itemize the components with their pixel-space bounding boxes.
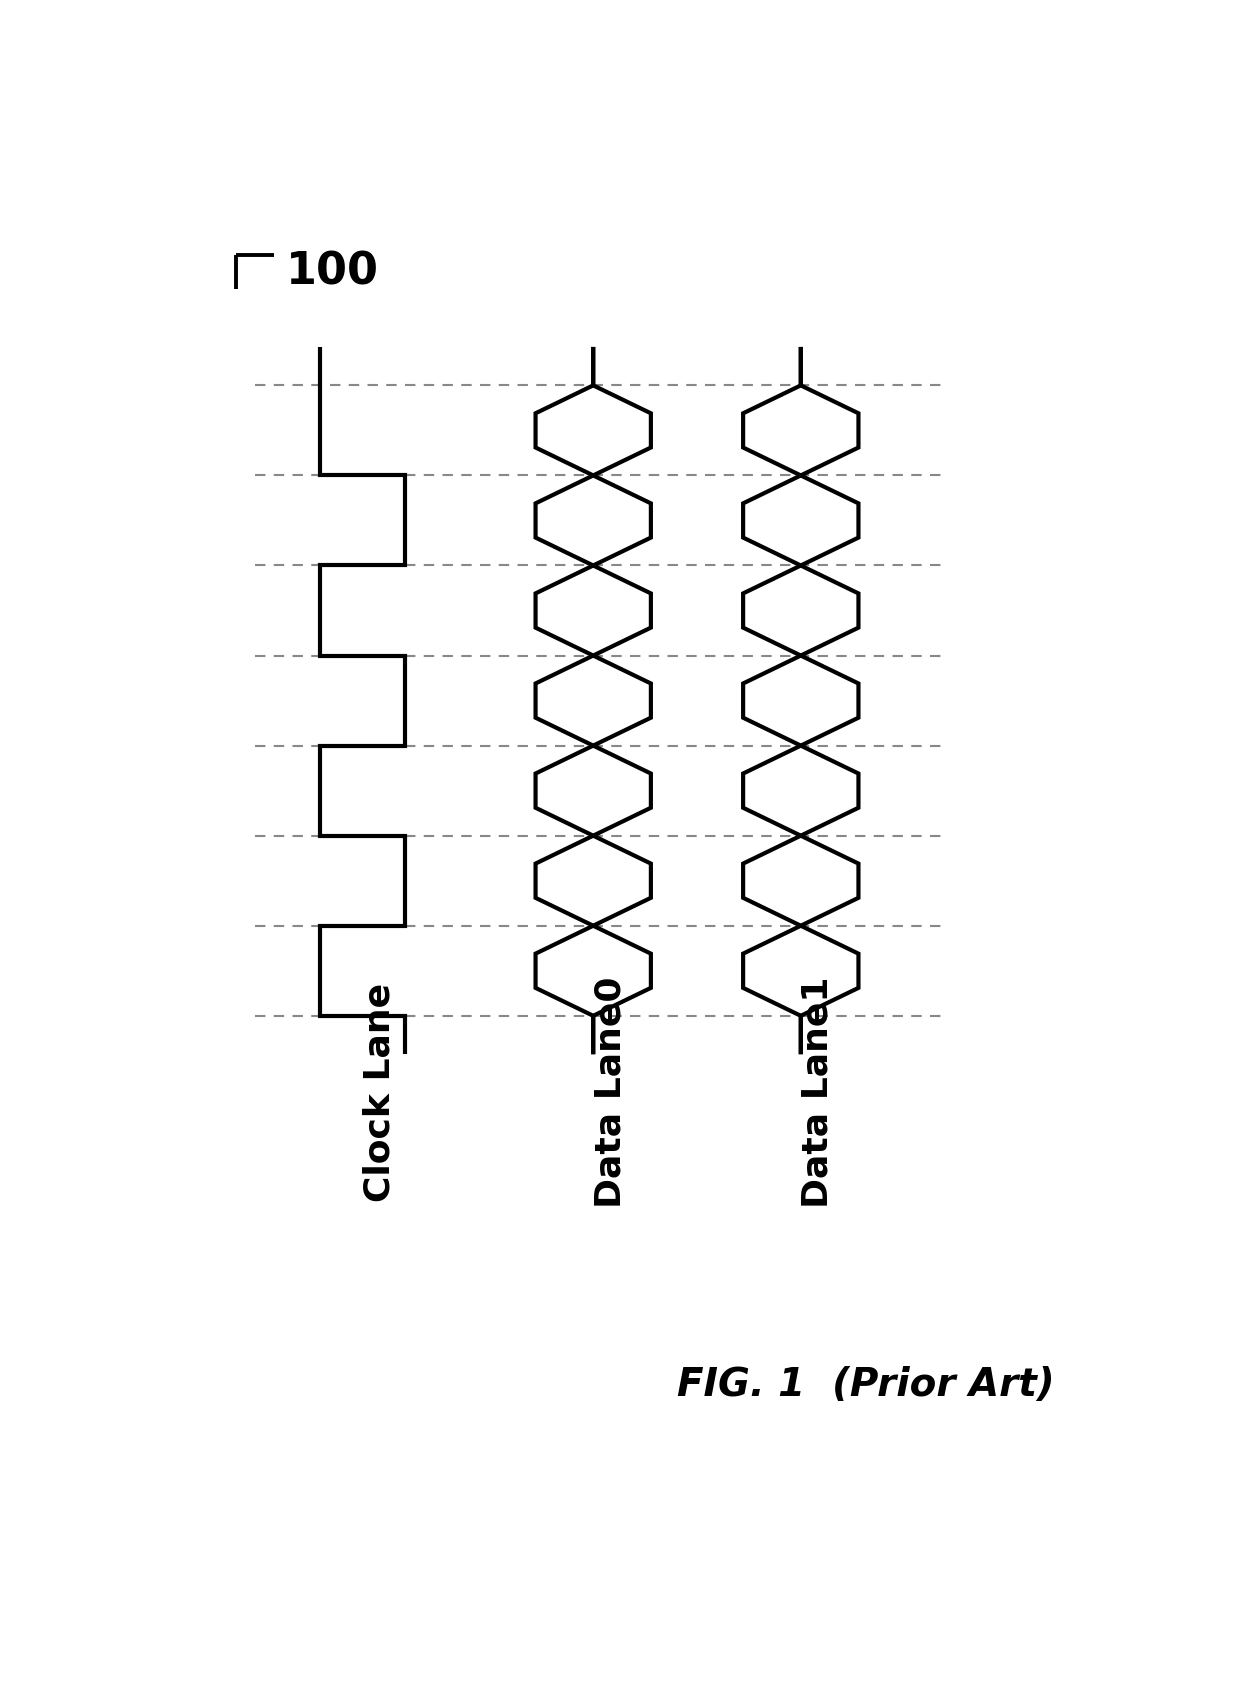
Text: Data Lane0: Data Lane0 [593, 976, 627, 1209]
Text: Clock Lane: Clock Lane [362, 983, 397, 1202]
Text: Data Lane1: Data Lane1 [801, 976, 835, 1209]
Text: FIG. 1  (Prior Art): FIG. 1 (Prior Art) [677, 1366, 1054, 1403]
Text: 100: 100 [285, 251, 378, 294]
